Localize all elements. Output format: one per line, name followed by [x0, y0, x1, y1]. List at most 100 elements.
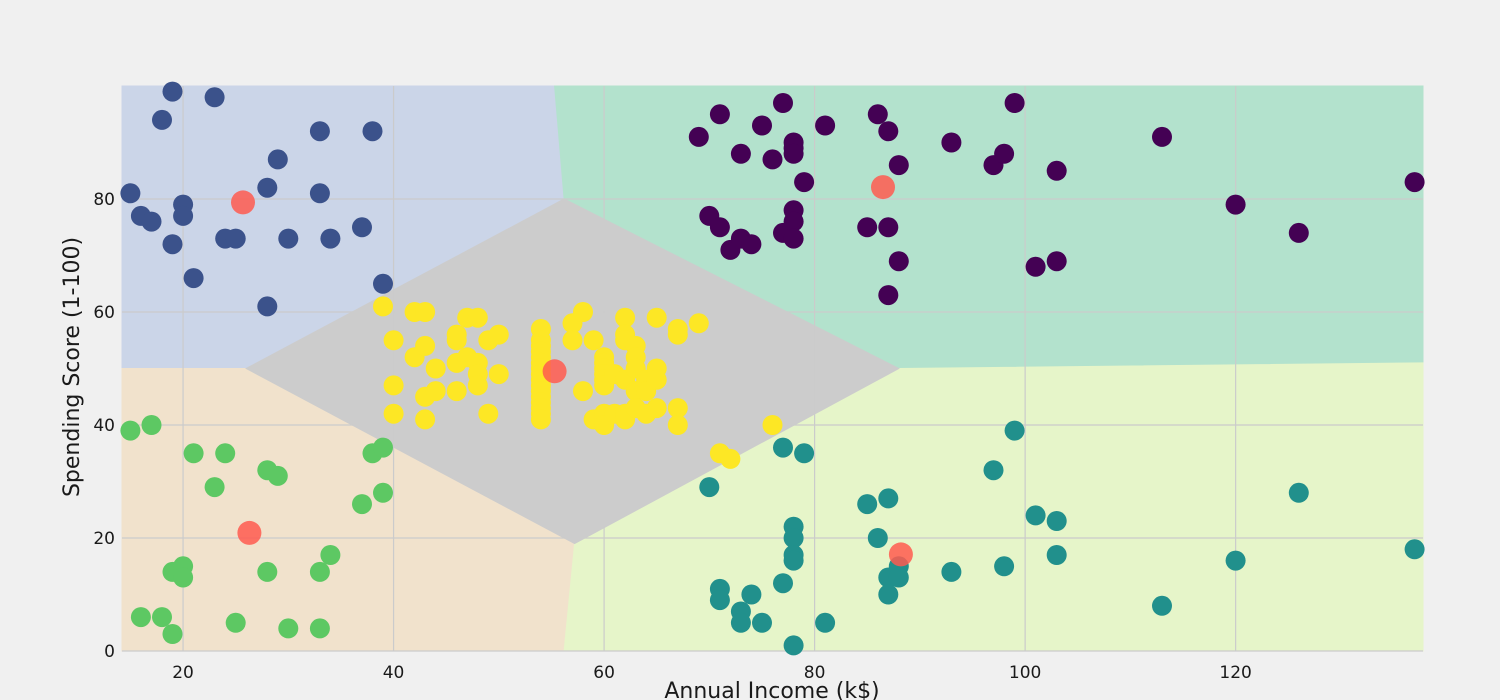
data-point-top-left — [278, 228, 299, 249]
data-point-middle — [667, 398, 688, 419]
data-point-bottom-right — [730, 612, 751, 633]
data-point-middle — [446, 324, 467, 345]
centroid-point — [237, 520, 262, 545]
data-point-top-right — [1046, 160, 1067, 181]
data-point-top-left — [362, 121, 383, 142]
data-point-top-left — [120, 183, 141, 204]
data-point-top-right — [857, 217, 878, 238]
data-point-top-left — [373, 273, 393, 294]
data-point-top-left — [257, 177, 278, 198]
data-points — [120, 81, 1425, 656]
y-tick-label: 40 — [93, 416, 115, 436]
x-axis-ticks: 20 40 60 80 100 120 — [172, 663, 1252, 683]
data-point-middle — [415, 409, 436, 430]
data-point-middle — [688, 313, 709, 334]
data-point-bottom-right — [857, 494, 878, 515]
data-point-bottom-right — [1404, 539, 1425, 560]
data-point-top-left — [173, 205, 194, 226]
y-tick-label: 0 — [104, 642, 115, 662]
data-point-bottom-right — [878, 488, 899, 509]
data-point-bottom-right — [941, 561, 962, 582]
data-point-middle — [573, 302, 593, 322]
x-tick-label: 100 — [1009, 663, 1041, 683]
data-point-middle — [488, 364, 509, 385]
data-point-bottom-left — [162, 624, 183, 644]
y-tick-label: 80 — [93, 190, 115, 210]
data-point-middle — [667, 324, 688, 345]
cluster-region-middle — [245, 198, 900, 545]
data-point-bottom-right — [983, 460, 1004, 481]
data-point-bottom-left — [278, 618, 299, 639]
data-point-middle — [562, 330, 583, 351]
data-point-middle — [646, 369, 667, 390]
data-point-bottom-left — [152, 607, 172, 628]
data-point-top-right — [1404, 172, 1425, 193]
data-point-top-left — [152, 109, 172, 130]
x-axis-label: Annual Income (k$) — [664, 679, 879, 700]
data-point-bottom-right — [773, 573, 793, 594]
data-point-bottom-right — [1025, 505, 1046, 526]
data-point-bottom-left — [225, 612, 246, 633]
data-point-top-left — [162, 81, 183, 102]
x-tick-label: 80 — [804, 663, 826, 683]
data-point-top-right — [878, 217, 899, 238]
data-point-bottom-right — [783, 635, 804, 656]
data-point-middle — [415, 335, 436, 356]
y-tick-label: 20 — [93, 529, 115, 549]
data-point-top-right — [794, 172, 815, 193]
data-point-middle — [425, 381, 446, 402]
data-point-bottom-right — [1225, 550, 1246, 571]
data-point-bottom-right — [783, 528, 804, 548]
data-point-top-left — [204, 87, 225, 108]
data-point-top-right — [730, 143, 751, 164]
data-point-top-right — [888, 155, 909, 176]
data-point-top-right — [1025, 256, 1046, 277]
data-point-top-left — [309, 183, 330, 204]
data-point-bottom-right — [1152, 595, 1172, 616]
data-point-top-right — [783, 211, 804, 232]
data-point-top-right — [752, 115, 772, 136]
data-point-bottom-right — [878, 584, 899, 605]
data-point-bottom-right — [773, 437, 793, 458]
data-point-top-right — [1152, 126, 1172, 147]
data-point-top-right — [1288, 222, 1309, 243]
data-point-top-left — [183, 268, 204, 289]
data-point-top-right — [762, 149, 783, 170]
data-point-top-left — [320, 228, 341, 249]
data-point-middle — [573, 381, 593, 402]
data-point-middle — [615, 307, 636, 328]
data-point-top-right — [709, 217, 730, 238]
data-point-middle — [446, 381, 467, 402]
data-point-bottom-left — [352, 494, 372, 515]
data-point-bottom-right — [783, 550, 804, 571]
centroid-point — [542, 359, 567, 384]
data-point-bottom-left — [204, 477, 225, 498]
data-point-bottom-left — [183, 443, 204, 464]
data-point-bottom-right — [1288, 482, 1309, 503]
data-point-bottom-left — [257, 561, 278, 582]
data-point-middle — [478, 403, 499, 424]
y-axis-label: Spending Score (1-100) — [60, 237, 85, 497]
data-point-bottom-left — [320, 545, 341, 565]
data-point-middle — [425, 358, 446, 379]
data-point-bottom-right — [1046, 545, 1067, 565]
data-point-bottom-left — [215, 443, 236, 464]
data-point-bottom-right — [752, 612, 772, 633]
centroid-point — [871, 175, 895, 200]
data-point-bottom-right — [1004, 420, 1025, 441]
data-point-top-right — [1046, 251, 1067, 272]
data-point-middle — [415, 302, 436, 322]
data-point-top-right — [994, 143, 1015, 164]
x-tick-label: 60 — [593, 663, 615, 683]
centroid-points — [231, 175, 913, 567]
data-point-bottom-right — [994, 556, 1015, 577]
data-point-middle — [646, 307, 667, 328]
data-point-top-right — [867, 104, 888, 125]
data-point-top-right — [878, 121, 899, 142]
data-point-top-right — [783, 228, 804, 249]
data-point-middle — [383, 330, 404, 351]
y-tick-label: 60 — [93, 303, 115, 323]
data-point-top-right — [1225, 194, 1246, 215]
x-tick-label: 120 — [1219, 663, 1251, 683]
